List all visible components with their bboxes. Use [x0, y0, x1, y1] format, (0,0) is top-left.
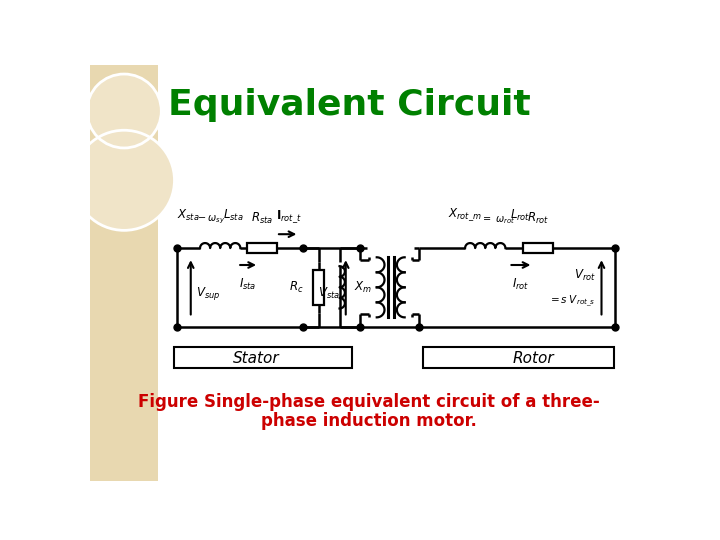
Circle shape — [73, 130, 174, 231]
Circle shape — [87, 74, 161, 148]
Text: $R_c$: $R_c$ — [289, 280, 303, 295]
Bar — [313, 269, 324, 305]
Text: $\mathbf{I}_{rot\_t}$: $\mathbf{I}_{rot\_t}$ — [276, 208, 301, 225]
Text: $L_{sta}$: $L_{sta}$ — [223, 208, 244, 224]
Text: $I_{sta}$: $I_{sta}$ — [239, 278, 257, 293]
Bar — [174, 347, 352, 368]
Text: $X_{rot\_m}$: $X_{rot\_m}$ — [448, 207, 482, 224]
Text: $=\;\omega_{rot}$: $=\;\omega_{rot}$ — [481, 215, 516, 226]
Bar — [248, 242, 276, 253]
Text: $V_{sta}$: $V_{sta}$ — [318, 286, 341, 301]
Bar — [423, 347, 614, 368]
Text: $R_{sta}$: $R_{sta}$ — [251, 211, 273, 226]
Text: phase induction motor.: phase induction motor. — [261, 411, 477, 429]
Text: Figure Single-phase equivalent circuit of a three-: Figure Single-phase equivalent circuit o… — [138, 393, 600, 411]
Text: $L_{rot}$: $L_{rot}$ — [510, 208, 531, 224]
Text: $V_{sup}$: $V_{sup}$ — [196, 285, 220, 302]
Text: $= s\;V_{rot\_s}$: $= s\;V_{rot\_s}$ — [549, 294, 596, 309]
Text: $I_{rot}$: $I_{rot}$ — [512, 278, 530, 293]
Bar — [523, 242, 553, 253]
Bar — [90, 65, 158, 481]
Text: Rotor: Rotor — [513, 352, 554, 367]
Text: $R_{rot}$: $R_{rot}$ — [527, 211, 549, 226]
Text: $V_{rot}$: $V_{rot}$ — [574, 268, 596, 284]
Text: $X_m$: $X_m$ — [354, 280, 372, 295]
Text: Stator: Stator — [233, 352, 280, 367]
Text: $-\;\omega_{sy}$: $-\;\omega_{sy}$ — [197, 214, 225, 226]
Text: $X_{sta}$: $X_{sta}$ — [177, 208, 199, 224]
Text: Equivalent Circuit: Equivalent Circuit — [168, 88, 530, 122]
